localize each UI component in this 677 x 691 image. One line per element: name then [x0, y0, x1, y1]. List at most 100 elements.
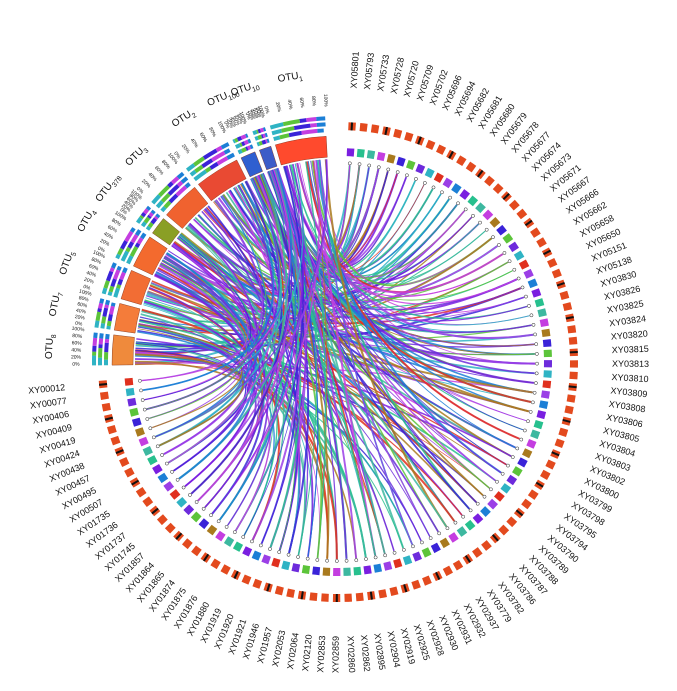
otu-axis-tick: 80%	[235, 114, 245, 126]
sample-arc	[152, 464, 163, 475]
sample-composition	[547, 257, 558, 268]
otu-axis-tick: 0%	[222, 120, 231, 130]
sample-composition-dark	[524, 219, 533, 227]
sample-composition-dark	[477, 169, 484, 178]
otu-axis-tick: 20%	[140, 178, 152, 190]
sample-arc	[366, 150, 376, 160]
sample-composition	[540, 469, 551, 480]
sample-label: XY03810	[611, 372, 649, 384]
ribbon	[324, 159, 448, 528]
otu-composition-band	[317, 128, 324, 133]
sample-arc	[530, 429, 541, 440]
sample-arc	[223, 536, 235, 547]
sample-composition	[472, 547, 483, 558]
sample-node	[383, 553, 387, 558]
sample-arc	[215, 530, 226, 542]
otu-composition-band	[237, 149, 243, 155]
ribbon	[225, 191, 455, 522]
sample-node	[531, 400, 535, 405]
sample-composition	[344, 593, 353, 602]
otu-composition-band	[256, 141, 261, 147]
sample-composition-dark	[369, 591, 373, 600]
otu-composition-band	[140, 221, 147, 228]
otu-composition-band	[99, 298, 105, 304]
sample-arc	[424, 167, 435, 179]
sample-arc	[125, 387, 135, 397]
sample-node	[428, 536, 433, 540]
sample-arc	[489, 217, 501, 228]
sample-arc	[353, 566, 362, 576]
sample-composition	[378, 589, 387, 599]
otu-composition-band	[147, 214, 152, 220]
sample-arc	[502, 233, 514, 244]
sample-composition-dark	[98, 383, 108, 386]
sample-composition	[527, 489, 539, 500]
otu-composition-band	[271, 128, 282, 136]
otu-composition-band	[103, 280, 110, 289]
sample-composition	[252, 578, 263, 589]
otu-composition-band	[136, 237, 144, 245]
otu-composition-band	[211, 151, 226, 162]
sample-node	[160, 453, 164, 457]
ribbon	[296, 162, 534, 339]
otu-axis-tick: 0%	[135, 186, 145, 196]
sample-arc	[459, 189, 471, 200]
ribbon	[276, 168, 319, 557]
otu-composition-band	[94, 320, 100, 328]
sample-arc	[142, 446, 153, 456]
otu-composition-band	[97, 357, 103, 366]
otu-composition-band	[264, 132, 268, 138]
otu-arc	[133, 236, 168, 276]
sample-composition	[492, 183, 504, 195]
sample-composition	[321, 593, 329, 602]
otu-composition-band	[130, 233, 139, 244]
otu-axis-tick: 40%	[102, 231, 114, 241]
otu-arc	[111, 334, 135, 366]
sample-composition	[551, 268, 562, 279]
otu-composition-band	[92, 345, 97, 352]
sample-composition	[558, 427, 569, 437]
sample-node	[145, 417, 150, 421]
sample-label: XY02904	[385, 630, 402, 668]
ribbon	[149, 284, 529, 413]
otu-composition-band	[155, 200, 164, 209]
otu-composition-band	[299, 118, 307, 123]
sample-node	[420, 540, 424, 545]
otu-composition-band	[97, 308, 102, 313]
ribbon	[148, 287, 281, 541]
otu-composition-band	[115, 253, 121, 260]
sample-arc	[538, 400, 549, 409]
otu-label: OTU1	[277, 70, 304, 87]
otu-axis-tick: 80%	[72, 333, 83, 340]
otu-composition-band	[223, 148, 231, 155]
otu-axis-tick: 20%	[274, 101, 282, 113]
otu-label: OTU7	[47, 291, 65, 318]
sample-composition	[101, 402, 111, 412]
otu-composition-band	[100, 323, 106, 329]
sample-arc	[301, 565, 311, 575]
otu-composition-band	[185, 163, 196, 172]
otu-composition-band	[139, 214, 145, 220]
sample-composition	[569, 360, 578, 368]
sample-arc	[543, 360, 552, 368]
ribbon	[253, 176, 439, 533]
sample-arc	[124, 377, 134, 386]
otu-axis-tick: 60%	[198, 132, 209, 144]
otu-composition-band	[189, 169, 197, 177]
sample-node	[250, 539, 254, 544]
otu-composition-band	[262, 127, 267, 132]
otu-composition-band	[202, 148, 218, 160]
sample-arc	[541, 328, 551, 337]
sample-arc	[543, 349, 552, 358]
sample-node	[268, 547, 272, 551]
sample-node	[367, 163, 372, 168]
sample-node	[507, 259, 512, 264]
sample-composition-dark	[384, 126, 389, 136]
sample-composition	[545, 459, 556, 470]
otu-composition-band	[160, 192, 171, 203]
otu-composition-band	[288, 130, 302, 138]
sample-node	[194, 500, 199, 504]
sample-composition	[389, 586, 399, 597]
sample-node	[139, 388, 143, 393]
otu-composition-band	[102, 307, 109, 317]
